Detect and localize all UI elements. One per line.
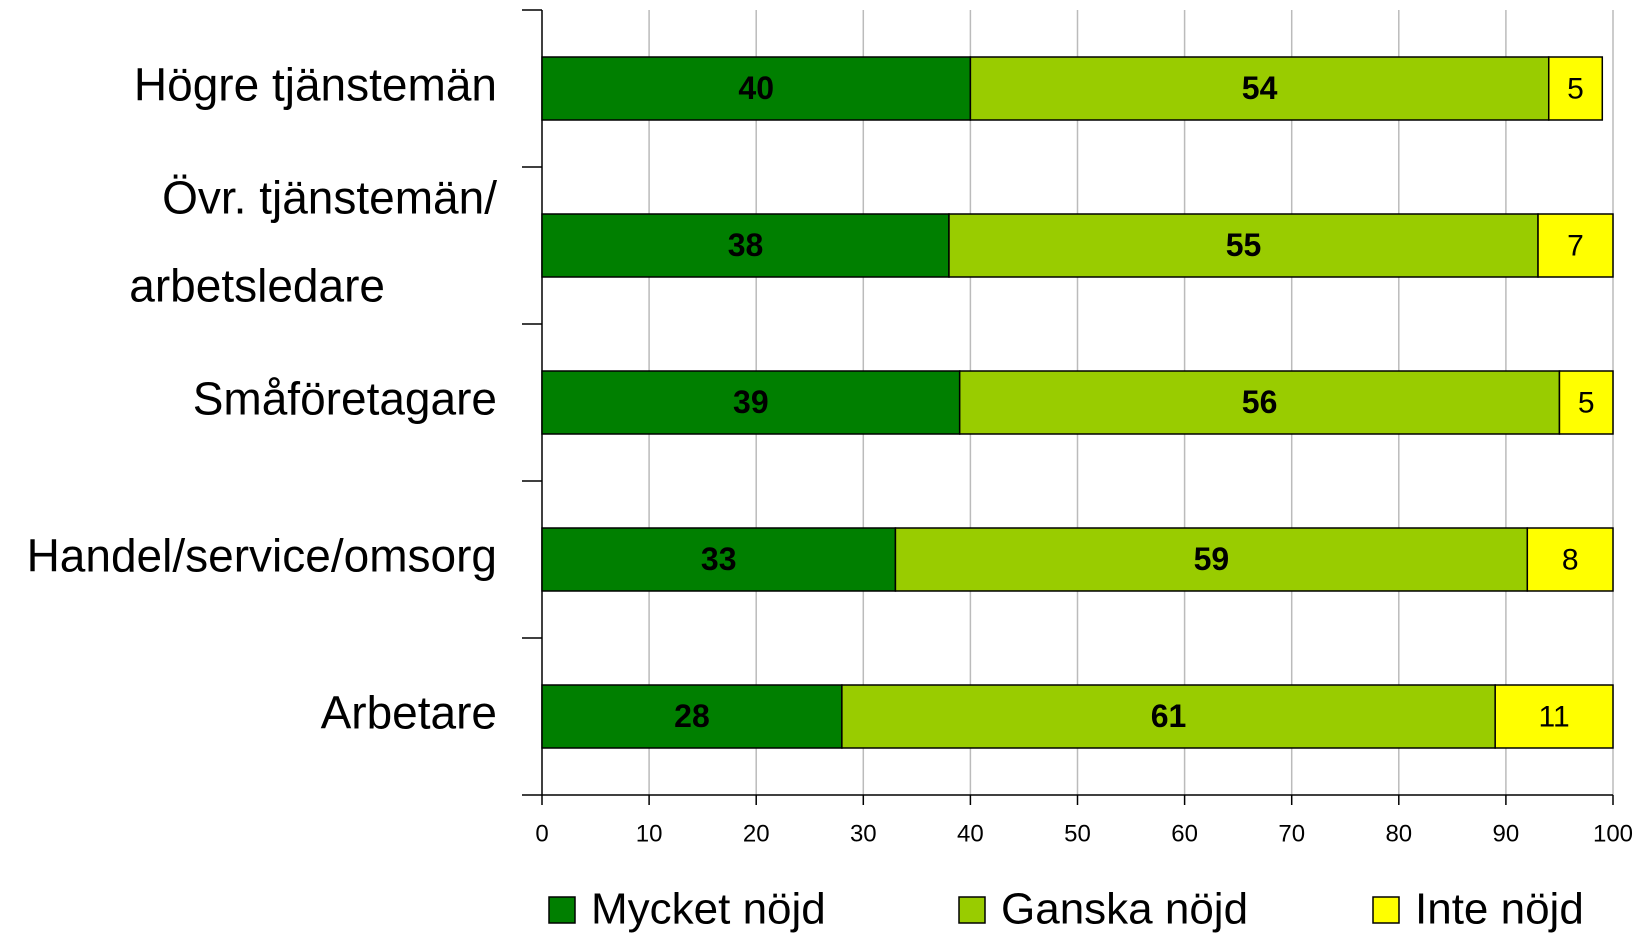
bar-segment	[1558, 370, 1614, 435]
x-tick-label: 20	[743, 820, 770, 847]
value-label: 39	[733, 384, 769, 420]
bar-segment	[541, 213, 950, 278]
x-tick-label: 90	[1493, 820, 1520, 847]
legend-swatch	[548, 896, 576, 924]
bar-segment	[541, 56, 972, 121]
value-label: 8	[1562, 543, 1579, 576]
bar-segment	[1494, 684, 1614, 749]
bar-segment	[541, 527, 897, 592]
bar-segment	[948, 213, 1539, 278]
value-label: 7	[1567, 229, 1584, 262]
value-label: 5	[1578, 386, 1595, 419]
x-tick-label: 80	[1385, 820, 1412, 847]
value-label: 61	[1151, 698, 1187, 734]
bar-segment	[841, 684, 1496, 749]
x-tick-label: 50	[1064, 820, 1091, 847]
value-label: 38	[728, 227, 764, 263]
bar-segment	[894, 527, 1529, 592]
bar-segment	[969, 56, 1550, 121]
x-tick-label: 30	[850, 820, 877, 847]
y-tick-label: Småföretagare	[193, 373, 497, 425]
y-tick-label: Övr. tjänstemän/arbetsledare	[129, 172, 497, 312]
bar-segment	[958, 370, 1561, 435]
x-tick-label: 100	[1593, 820, 1633, 847]
value-label: 40	[738, 70, 774, 106]
y-tick-label: Handel/service/omsorg	[27, 530, 497, 582]
legend-label: Inte nöjd	[1415, 885, 1584, 934]
bar-segment	[541, 370, 961, 435]
bar-segment	[1537, 213, 1614, 278]
legend-label: Ganska nöjd	[1001, 885, 1248, 934]
value-label: 5	[1567, 72, 1584, 105]
value-label: 55	[1226, 227, 1262, 263]
value-label: 11	[1539, 700, 1570, 733]
bar-segment	[1547, 56, 1604, 121]
legend-swatch	[958, 896, 986, 924]
y-tick-label: Högre tjänstemän	[134, 59, 497, 111]
bar-segment	[541, 684, 843, 749]
value-label: 56	[1242, 384, 1278, 420]
legend-label: Mycket nöjd	[591, 885, 826, 934]
x-tick-label: 0	[535, 820, 548, 847]
value-label: 33	[701, 541, 737, 577]
value-label: 54	[1242, 70, 1278, 106]
x-tick-label: 60	[1171, 820, 1198, 847]
y-tick-label: Arbetare	[321, 687, 497, 739]
x-tick-label: 40	[957, 820, 984, 847]
bar-segment	[1526, 527, 1614, 592]
x-tick-label: 70	[1278, 820, 1305, 847]
value-label: 28	[674, 698, 710, 734]
x-tick-label: 10	[636, 820, 663, 847]
legend-swatch	[1372, 896, 1400, 924]
value-label: 59	[1194, 541, 1230, 577]
